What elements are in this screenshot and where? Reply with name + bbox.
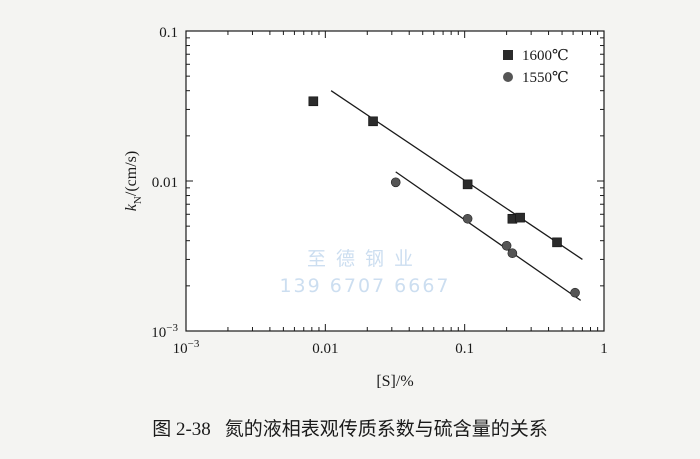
figure-caption: 图 2-38 氮的液相表观传质系数与硫含量的关系: [0, 414, 700, 441]
series-1550: [390, 171, 582, 301]
y-tick-label: 0.1: [159, 25, 178, 41]
axis-ticks: [185, 31, 604, 332]
legend-label: 1550℃: [522, 70, 569, 86]
data-point-circle: [501, 240, 512, 251]
data-point-square: [552, 237, 562, 248]
x-tick-label: 0.01: [312, 341, 338, 357]
y-tick-label: 0.01: [152, 175, 178, 191]
x-tick-label: 0.1: [455, 341, 474, 357]
data-point-square: [462, 179, 473, 190]
legend-label: 1600℃: [522, 48, 569, 64]
legend-marker-square: [503, 50, 513, 60]
caption-number: 图 2-38: [152, 419, 211, 440]
x-tick-label: 10−3: [173, 338, 200, 357]
x-tick-label: 1: [600, 341, 608, 357]
data-point-circle: [570, 287, 580, 298]
y-axis-label: kN/(cm/s): [123, 151, 144, 211]
caption-text: 氮的液相表观传质系数与硫含量的关系: [224, 418, 548, 440]
data-point-circle: [462, 213, 473, 224]
data-point-square: [308, 96, 319, 107]
series-1600: [308, 90, 583, 260]
x-axis-label: [S]/%: [376, 373, 413, 390]
y-tick-label: 10−3: [151, 322, 178, 341]
fit-line: [395, 171, 582, 301]
legend: 1600℃ 1550℃: [503, 48, 569, 86]
legend-marker-circle: [503, 72, 513, 82]
data-point-square: [368, 116, 378, 127]
data-point-circle: [507, 248, 518, 259]
data-point-circle: [390, 177, 401, 188]
data-point-square: [515, 212, 525, 223]
